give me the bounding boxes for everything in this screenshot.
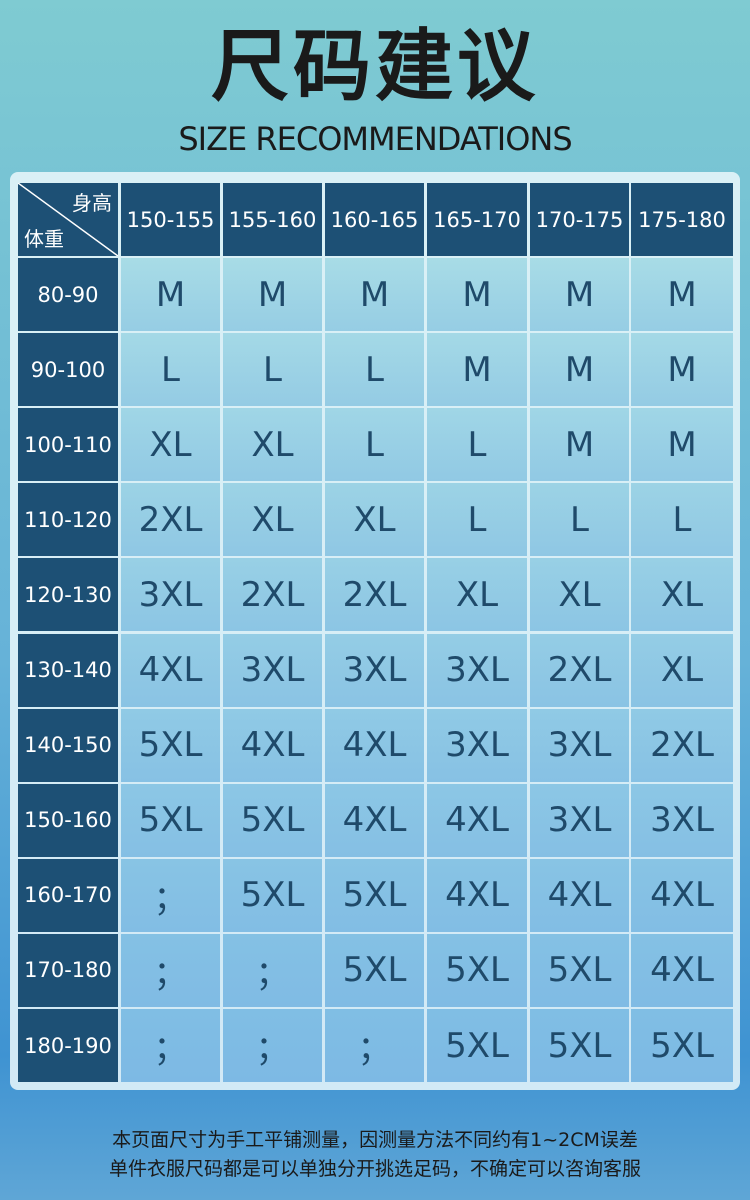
size-cell: M [631, 333, 733, 407]
size-cell: 3XL [631, 783, 733, 857]
column-header: 175-180 [631, 183, 733, 256]
size-cell: 5XL [325, 933, 424, 1007]
row-header: 170-180 [18, 933, 118, 1007]
size-cell: L [325, 333, 424, 407]
size-cell: 5XL [325, 858, 424, 932]
size-cell: ； [223, 933, 322, 1007]
row-header: 130-140 [18, 633, 118, 707]
column-header: 155-160 [223, 183, 322, 256]
column-header: 170-175 [530, 183, 629, 256]
size-cell: L [427, 408, 527, 482]
size-cell: L [427, 483, 527, 557]
size-cell: 3XL [121, 558, 220, 632]
size-cell: 5XL [121, 783, 220, 857]
size-cell: XL [121, 408, 220, 482]
size-cell: 5XL [223, 783, 322, 857]
size-cell: 4XL [631, 933, 733, 1007]
size-cell: M [223, 258, 322, 332]
size-cell: 5XL [530, 1009, 629, 1083]
size-cell: M [427, 258, 527, 332]
footer-note: 本页面尺寸为手工平铺测量，因测量方法不同约有1~2CM误差 [112, 1128, 638, 1151]
size-cell: L [325, 408, 424, 482]
size-cell: 4XL [427, 783, 527, 857]
size-cell: L [530, 483, 629, 557]
size-cell: XL [427, 558, 527, 632]
size-cell: M [530, 333, 629, 407]
size-cell: 5XL [530, 933, 629, 1007]
size-cell: ； [121, 1009, 220, 1083]
row-header: 110-120 [18, 483, 118, 557]
size-cell: 5XL [427, 1009, 527, 1083]
size-cell: 3XL [223, 633, 322, 707]
diagonal [18, 183, 118, 256]
row-header: 160-170 [18, 858, 118, 932]
size-cell: XL [223, 408, 322, 482]
size-cell: M [631, 258, 733, 332]
column-header: 150-155 [121, 183, 220, 256]
size-cell: M [325, 258, 424, 332]
size-cell: M [121, 258, 220, 332]
row-header: 90-100 [18, 333, 118, 407]
size-cell: 2XL [121, 483, 220, 557]
size-cell: M [631, 408, 733, 482]
size-cell: ； [121, 858, 220, 932]
size-cell: ； [223, 1009, 322, 1083]
size-cell: 3XL [530, 783, 629, 857]
size-cell: 4XL [325, 783, 424, 857]
size-cell: 4XL [325, 708, 424, 782]
row-header: 120-130 [18, 558, 118, 632]
size-cell: L [223, 333, 322, 407]
size-cell: ； [325, 1009, 424, 1083]
size-cell: 4XL [121, 633, 220, 707]
footer-note: 单件衣服尺码都是可以单独分开挑选足码，不确定可以咨询客服 [108, 1157, 641, 1180]
size-cell: 2XL [530, 633, 629, 707]
size-cell: 5XL [121, 708, 220, 782]
corner-top: 身高 [72, 191, 112, 215]
size-cell: 3XL [325, 633, 424, 707]
size-cell: XL [631, 633, 733, 707]
size-cell: XL [223, 483, 322, 557]
corner-bottom: 体重 [24, 227, 64, 251]
size-cell: XL [530, 558, 629, 632]
column-header: 165-170 [427, 183, 527, 256]
size-cell: M [530, 408, 629, 482]
subtitle: SIZE RECOMMENDATIONS [178, 120, 572, 158]
size-cell: 2XL [631, 708, 733, 782]
size-cell: 4XL [631, 858, 733, 932]
column-header: 160-165 [325, 183, 424, 256]
size-cell: L [631, 483, 733, 557]
size-cell: L [121, 333, 220, 407]
row-header: 140-150 [18, 708, 118, 782]
title: 尺码建议 [210, 22, 539, 112]
size-cell: 4XL [427, 858, 527, 932]
size-cell: XL [325, 483, 424, 557]
size-cell: 5XL [427, 933, 527, 1007]
size-cell: 3XL [530, 708, 629, 782]
size-cell: 2XL [223, 558, 322, 632]
size-cell: 4XL [223, 708, 322, 782]
row-header: 180-190 [18, 1009, 118, 1083]
size-cell: XL [631, 558, 733, 632]
size-cell: 3XL [427, 633, 527, 707]
row-header: 80-90 [18, 258, 118, 332]
size-cell: M [530, 258, 629, 332]
size-cell: 5XL [223, 858, 322, 932]
row-header: 150-160 [18, 783, 118, 857]
size-cell: 3XL [427, 708, 527, 782]
size-cell: 2XL [325, 558, 424, 632]
size-cell: ； [121, 933, 220, 1007]
size-cell: M [427, 333, 527, 407]
row-header: 100-110 [18, 408, 118, 482]
size-cell: 5XL [631, 1009, 733, 1083]
size-cell: 4XL [530, 858, 629, 932]
corner-cell: 身高 体重 [18, 183, 118, 256]
